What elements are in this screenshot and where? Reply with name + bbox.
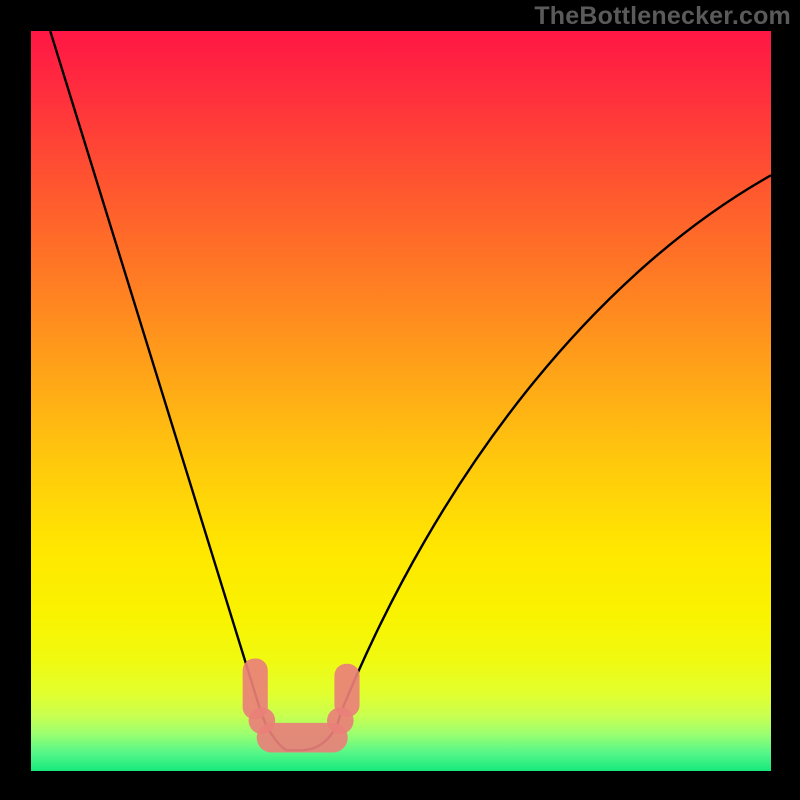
frame-border [771, 0, 800, 800]
gradient-background [31, 31, 771, 771]
highlight-joint [327, 707, 354, 734]
highlight-joint [249, 707, 276, 734]
bottleneck-chart [0, 0, 800, 800]
watermark-text: TheBottlenecker.com [534, 2, 791, 31]
frame-border [0, 0, 31, 800]
frame-border [0, 771, 800, 800]
